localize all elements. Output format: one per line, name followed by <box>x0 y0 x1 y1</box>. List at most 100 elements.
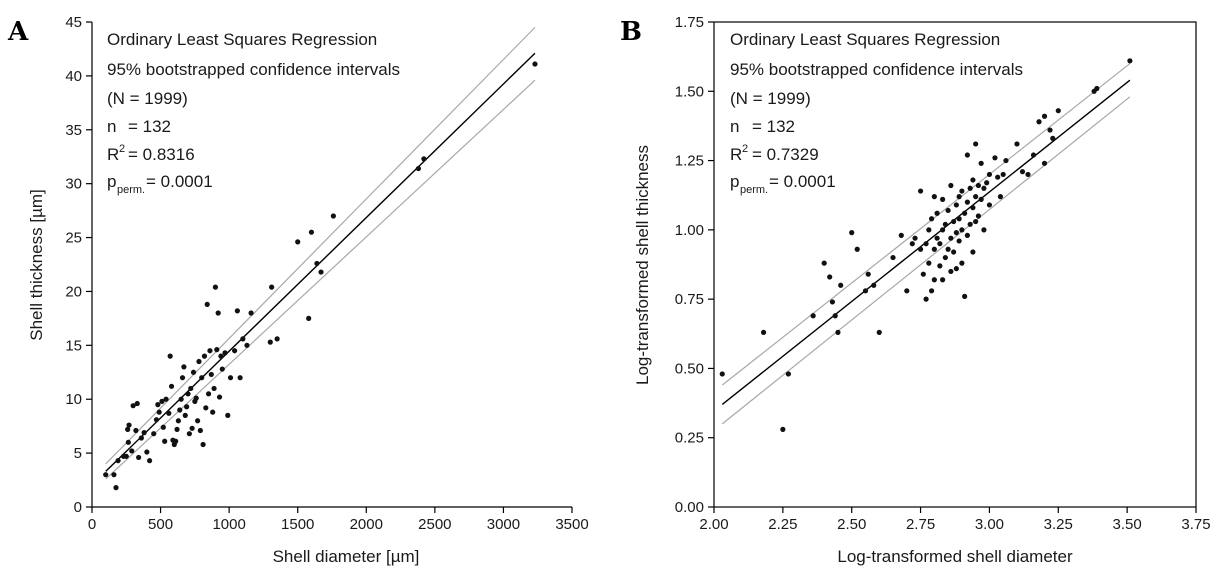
panel-b-letter: B <box>620 17 642 47</box>
panel-a-data-point <box>125 426 131 432</box>
panel-a-data-point <box>421 156 427 162</box>
panel-a-data-point <box>215 310 221 316</box>
panel-b-data-point <box>871 282 877 288</box>
panel-a-y-tick-label: 0 <box>74 499 82 516</box>
panel-a-annot-n-boot: (N = 1999) <box>107 89 188 108</box>
panel-b-data-point <box>862 288 869 294</box>
panel-a-ci-upper-line <box>105 26 536 465</box>
panel-b-data-point <box>984 180 990 186</box>
panel-b-data-point <box>1030 152 1037 158</box>
panel-b-x-title: Log-transformed shell diameter <box>837 547 1073 566</box>
panel-a-data-point <box>162 438 168 444</box>
panel-b-data-point <box>931 194 937 200</box>
panel-b-y-tick-label: 1.75 <box>675 14 704 31</box>
panel-a-x-tick-label: 1500 <box>281 516 314 533</box>
panel-a-data-point <box>201 353 208 359</box>
panel-b-data-point <box>1000 171 1006 178</box>
panel-a-data-point <box>234 308 240 314</box>
panel-a-y-tick-label: 30 <box>65 176 82 193</box>
panel-b-data-point <box>912 235 918 241</box>
panel-b-data-point <box>890 254 896 261</box>
panel-b-y-tick-label: 1.25 <box>675 153 704 170</box>
panel-a-ci-lower-line <box>105 79 536 480</box>
panel-b-data-point <box>1050 135 1056 141</box>
panel-a-annot-n-value: = 132 <box>128 117 171 136</box>
panel-a-data-point <box>177 407 183 413</box>
panel-b-annot-r2-label: R <box>730 145 742 164</box>
panel-b-data-point <box>917 188 924 194</box>
panel-b-data-point <box>937 263 943 269</box>
panel-a-data-point <box>225 412 231 418</box>
panel-b-chart: B 2.00 2.25 2.50 2.75 3.00 3.25 3.50 3.75 0.00 0.… <box>620 14 1211 566</box>
panel-a-data-point <box>205 391 212 397</box>
panel-b-data-point <box>917 246 924 252</box>
panel-a-data-point <box>212 284 219 290</box>
panel-a-data-point <box>115 458 121 464</box>
panel-a-ticks: 0 500 1000 1500 2000 2500 3000 3500 0 5 10 15 20 25 30… <box>65 14 588 533</box>
panel-b-data-point <box>1025 171 1031 178</box>
panel-a-data-point <box>175 418 181 424</box>
panel-b-y-tick-label: 0.50 <box>675 360 704 377</box>
panel-a-data-point <box>111 472 117 478</box>
panel-a-y-title: Shell thickness [µm] <box>27 189 46 341</box>
panel-a-data-point <box>237 375 243 381</box>
panel-a-y-tick-label: 5 <box>74 445 82 462</box>
panel-a-data-point <box>147 458 153 464</box>
panel-b-data-point <box>973 141 979 147</box>
panel-a-annot-r2-sup: 2 <box>119 143 125 155</box>
panel-b-x-tick-label: 2.50 <box>837 516 866 533</box>
panel-a-data-point <box>156 409 162 415</box>
panel-a-data-point <box>211 385 217 392</box>
panel-b-data-point <box>785 371 791 377</box>
panel-b-data-point <box>760 329 767 335</box>
panel-b-data-point <box>953 266 959 272</box>
panel-a-data-point <box>103 472 109 478</box>
panel-a-data-point <box>138 435 144 441</box>
panel-b-data-point <box>780 426 786 432</box>
panel-b-y-tick-label: 0.25 <box>675 430 704 447</box>
panel-b-data-point <box>959 227 965 233</box>
panel-a-data-point <box>248 310 254 316</box>
panel-a-x-tick-label: 3500 <box>555 516 588 533</box>
panel-b-annot-p-sub: perm. <box>740 184 768 196</box>
panel-b-data-point <box>1036 119 1042 125</box>
panel-b-ci-upper-line <box>721 63 1131 386</box>
panel-a-data-point <box>184 404 190 410</box>
panel-b-data-point <box>810 313 816 319</box>
panel-a-x-tick-label: 0 <box>88 516 96 533</box>
panel-a-data-point <box>274 336 280 342</box>
panel-b-data-point <box>992 155 998 161</box>
panel-b-data-point <box>964 232 970 238</box>
panel-b-data-point <box>931 246 937 252</box>
panel-b-data-point <box>940 196 946 202</box>
panel-b-data-point <box>923 296 929 302</box>
panel-b-data-point <box>865 271 871 277</box>
panel-b-data-point <box>928 216 935 222</box>
panel-a-data-point <box>185 391 191 397</box>
panel-a-data-point <box>232 348 238 354</box>
panel-b-x-tick-label: 2.25 <box>768 516 797 533</box>
panel-b-y-tick-label: 1.00 <box>675 222 704 239</box>
panel-a-data-points <box>103 61 538 491</box>
panel-b-data-point <box>981 227 987 233</box>
panel-b-data-point <box>986 202 993 208</box>
panel-b-data-points <box>719 58 1133 432</box>
panel-a-data-point <box>130 403 136 409</box>
panel-a-annot-p-value: = 0.0001 <box>146 172 213 191</box>
panel-a-data-point <box>129 448 135 454</box>
panel-b-x-tick-label: 3.75 <box>1181 516 1210 533</box>
panel-a-data-point <box>136 454 142 461</box>
panel-b-data-point <box>909 241 915 247</box>
panel-b-data-point <box>931 277 937 283</box>
panel-b-data-point <box>945 246 951 252</box>
panel-b-annot-n-value: = 132 <box>752 117 795 136</box>
panel-a-data-point <box>295 239 301 245</box>
panel-a-data-point <box>199 375 205 381</box>
panel-b-data-point <box>1047 127 1053 133</box>
panel-a-data-point <box>167 353 173 359</box>
panel-a-data-point <box>181 364 187 370</box>
panel-b-data-point <box>978 160 984 166</box>
panel-a-x-tick-label: 2500 <box>418 516 451 533</box>
panel-b-data-point <box>981 185 987 191</box>
panel-a-data-point <box>178 396 184 402</box>
